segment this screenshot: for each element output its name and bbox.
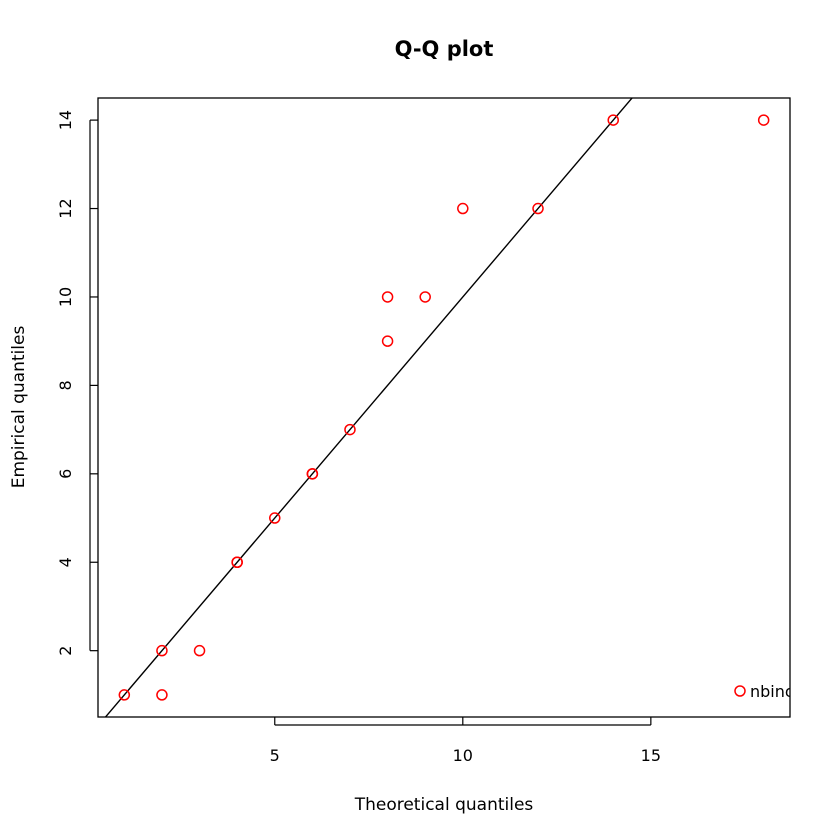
data-point (156, 644, 168, 657)
y-tick-label: 4 (56, 557, 75, 567)
reference-line (104, 98, 633, 717)
plot-frame (97, 97, 791, 718)
y-tick-label: 10 (56, 287, 75, 307)
legend-marker (734, 685, 746, 697)
chart-title: Q-Q plot (395, 37, 494, 61)
data-point (344, 423, 356, 436)
y-tick-label: 2 (56, 646, 75, 656)
x-axis: 5 10 15 (270, 717, 661, 765)
y-axis-label: Empirical quantiles (9, 326, 29, 489)
data-point (156, 689, 168, 701)
data-point (381, 335, 394, 347)
data-point (231, 556, 243, 568)
y-tick-label: 14 (56, 110, 75, 130)
data-point (381, 291, 394, 303)
y-axis: 2 4 6 8 10 12 14 (56, 110, 98, 656)
data-point (193, 644, 206, 657)
legend: nbinom (734, 682, 810, 701)
data-point (269, 512, 281, 524)
x-tick-label: 15 (641, 746, 661, 765)
data-point (757, 114, 770, 126)
legend-label: nbinom (750, 682, 810, 701)
y-tick-label: 12 (56, 198, 75, 218)
data-point (532, 202, 544, 215)
data-point (457, 202, 469, 215)
y-tick-label: 6 (56, 469, 75, 479)
data-point (607, 114, 619, 126)
y-tick-label: 8 (56, 380, 75, 390)
x-axis-label: Theoretical quantiles (354, 795, 534, 815)
x-tick-label: 5 (270, 746, 280, 765)
data-point (306, 468, 319, 480)
data-point (118, 689, 131, 701)
x-tick-label: 10 (453, 746, 473, 765)
data-point (419, 291, 431, 303)
plot-area (104, 98, 770, 717)
